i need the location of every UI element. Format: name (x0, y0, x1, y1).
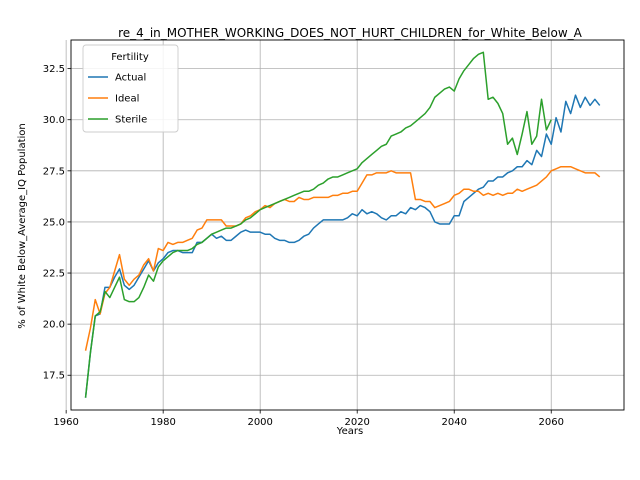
x-tick-label: 2040 (441, 417, 466, 428)
y-tick-label: 17.5 (43, 371, 65, 382)
legend-label-ideal: Ideal (115, 94, 139, 105)
y-tick-label: 32.5 (43, 64, 65, 75)
legend-label-actual: Actual (115, 73, 146, 84)
x-tick-label: 1980 (150, 417, 175, 428)
y-tick-label: 30.0 (43, 115, 65, 126)
y-axis: 17.5 20.0 22.5 25.0 27.5 30.0 32.5 (43, 64, 71, 382)
legend-entries: Actual Ideal Sterile (88, 73, 147, 126)
x-axis-label: Years (336, 426, 363, 437)
plot-frame (70, 39, 625, 411)
x-tick-label: 1960 (53, 417, 78, 428)
series-layer (84, 51, 601, 398)
legend-title: Fertility (111, 52, 149, 63)
y-tick-label: 20.0 (43, 320, 65, 331)
y-tick-label: 22.5 (43, 269, 65, 280)
y-axis-label: % of White Below_Average_IQ Population (17, 123, 28, 328)
series-line-sterile (84, 51, 552, 398)
series-line-ideal (84, 165, 601, 351)
chart-title: re_4_in_MOTHER_WORKING_DOES_NOT_HURT_CHI… (118, 26, 583, 40)
y-tick-label: 27.5 (43, 166, 65, 177)
y-tick-label: 25.0 (43, 217, 65, 228)
x-tick-label: 2020 (344, 417, 369, 428)
legend-box (82, 44, 179, 133)
x-axis: 1960 1980 2000 2020 2040 2060 (53, 410, 564, 428)
x-tick-label: 2060 (539, 417, 564, 428)
legend-label-sterile: Sterile (115, 115, 147, 126)
legend: Fertility Actual Ideal Sterile (82, 44, 179, 133)
series-line-actual (84, 94, 601, 398)
x-tick-label: 2000 (247, 417, 272, 428)
